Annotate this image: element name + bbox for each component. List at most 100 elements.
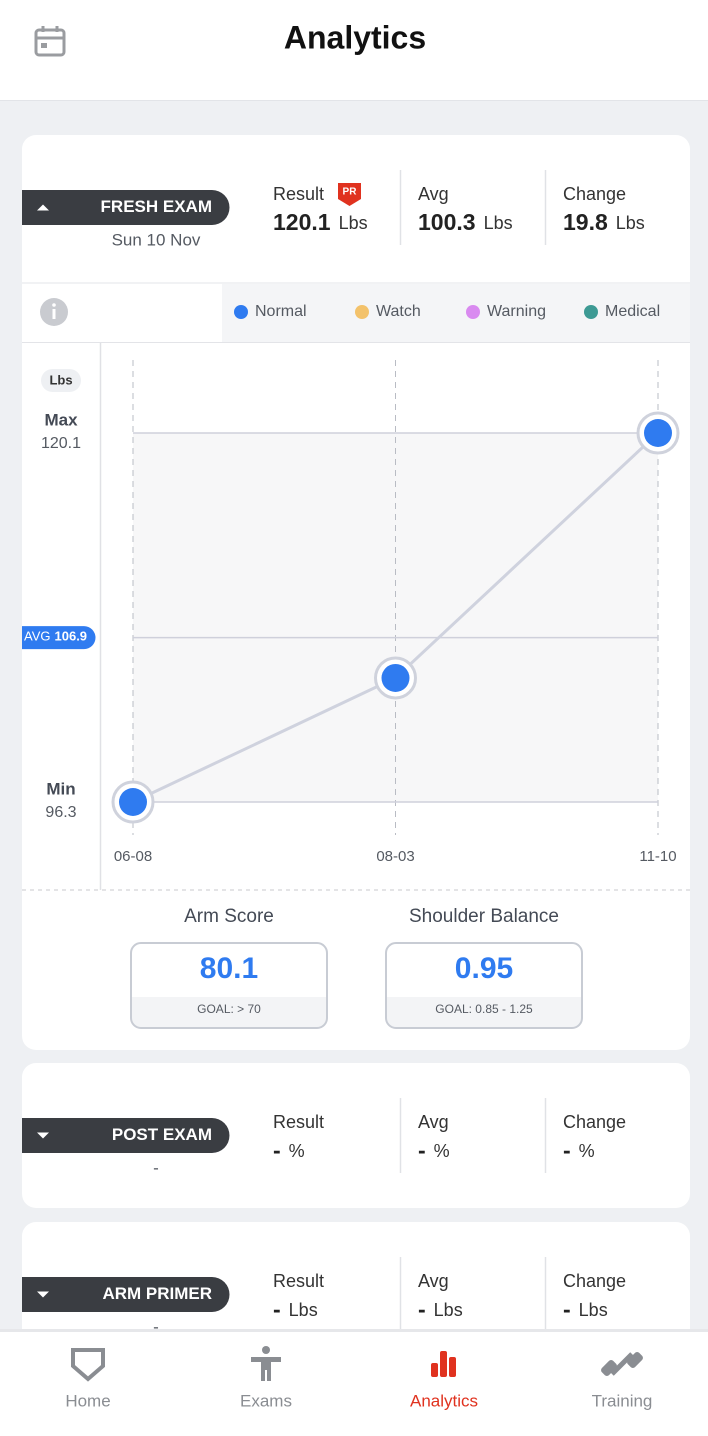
exams-icon-body: [251, 1357, 281, 1381]
metric-label: Arm Score: [184, 906, 274, 927]
avg-label: AVG 106.9: [24, 629, 87, 644]
info-icon-glyph: [52, 309, 56, 319]
training-icon-plate: [627, 1352, 643, 1368]
stat-unit: Lbs: [289, 1300, 318, 1320]
stat-value: 100.3 Lbs: [418, 209, 513, 235]
nav-label: Exams: [240, 1391, 292, 1410]
stat-label: Change: [563, 184, 626, 204]
exams-icon-head: [262, 1346, 270, 1354]
stat-number: -: [418, 1137, 426, 1163]
stat-unit: %: [289, 1141, 305, 1161]
metric-box-outline: [385, 942, 583, 1029]
point[interactable]: [381, 663, 410, 692]
stat-value: -%: [273, 1137, 305, 1163]
legend-background: [222, 284, 690, 342]
stat-label: Result: [273, 184, 324, 204]
exam-pill[interactable]: [22, 190, 230, 225]
expand-arrow[interactable]: [37, 204, 49, 211]
x-tick-label: 11-10: [639, 848, 676, 865]
analytics-icon-bar: [431, 1363, 438, 1377]
analytics-icon-bar: [449, 1357, 456, 1377]
nav-tab[interactable]: Analytics: [410, 1351, 478, 1410]
nav-label: Analytics: [410, 1391, 478, 1410]
nav-tab[interactable]: Exams: [240, 1346, 292, 1410]
avg-pill: [22, 626, 96, 650]
stat-number: 100.3: [418, 209, 476, 235]
stat-unit: Lbs: [616, 213, 645, 233]
max-value: 120.1: [41, 435, 81, 452]
home-icon: [71, 1348, 105, 1382]
stat-label: Avg: [418, 1271, 449, 1291]
exam-pill[interactable]: [22, 1118, 230, 1153]
stat-number: 120.1: [273, 209, 331, 235]
stat-label: Change: [563, 1271, 626, 1291]
stat-label: Result: [273, 1271, 324, 1291]
stat-label: Avg: [418, 1112, 449, 1132]
exam-date: -: [153, 1317, 159, 1336]
chart: Normal Watch Warning Medical Lbs 06-08 08-03 11…: [22, 282, 690, 1029]
metric-value: 80.1: [200, 952, 258, 985]
min-label: Min: [46, 779, 75, 798]
metric-goal-band: [131, 997, 327, 1028]
stat-unit: Lbs: [434, 1300, 463, 1320]
stat-value: - Lbs: [563, 1296, 608, 1322]
expand-arrow[interactable]: [37, 1132, 49, 1139]
metric-label: Shoulder Balance: [409, 906, 559, 927]
stat-unit: %: [434, 1141, 450, 1161]
legend-label: Warning: [487, 303, 546, 320]
metric-box-outline: [130, 942, 328, 1029]
stat-value: -%: [418, 1137, 450, 1163]
stat-value: -%: [563, 1137, 595, 1163]
stat-value: 19.8 Lbs: [563, 209, 645, 235]
stat-number: -: [563, 1296, 571, 1322]
point[interactable]: [644, 419, 672, 447]
card-background: [22, 1063, 690, 1208]
expand-arrow[interactable]: [37, 1291, 49, 1298]
nav-tab[interactable]: Home: [65, 1348, 111, 1410]
legend-label: Normal: [255, 303, 307, 320]
unit-pill: [41, 369, 81, 392]
stat-number: -: [273, 1137, 281, 1163]
stat-unit: Lbs: [339, 213, 368, 233]
pr-badge-text: PR: [343, 187, 358, 198]
training-icon-plate: [601, 1360, 617, 1376]
stat-value: - Lbs: [418, 1296, 463, 1322]
exam-name: FRESH EXAM: [101, 197, 212, 216]
exam-card: POST EXAM - Result - % Avg - % Change -%: [22, 1063, 690, 1208]
info-icon-glyph: [52, 303, 56, 307]
metric-goal: GOAL: 0.85 - 1.25: [435, 1002, 533, 1016]
avg-value: 106.9: [55, 629, 88, 644]
header-bar: [0, 0, 708, 100]
legend-dot: [584, 305, 598, 319]
stat-number: -: [563, 1137, 571, 1163]
stat-value: 120.1 Lbs: [273, 209, 368, 235]
legend-label: Medical: [605, 303, 660, 320]
exam-pill[interactable]: [22, 1277, 230, 1312]
stat-number: -: [418, 1296, 426, 1322]
point[interactable]: [119, 788, 147, 816]
calendar-icon[interactable]: [34, 26, 66, 57]
bottom-nav: Home Exams Analytics Training: [0, 1329, 708, 1436]
x-tick-label: 08-03: [376, 848, 414, 865]
nav-tab[interactable]: Training: [592, 1351, 653, 1411]
legend-label: Watch: [376, 303, 421, 320]
training-icon: [610, 1352, 634, 1376]
exam-name: ARM PRIMER: [102, 1284, 212, 1303]
page-title: Analytics: [284, 19, 426, 55]
avg-label-text: AVG: [24, 629, 51, 644]
nav-background: [0, 1332, 708, 1436]
stat-number: -: [273, 1296, 281, 1322]
stat-unit: Lbs: [484, 213, 513, 233]
max-label: Max: [44, 410, 78, 429]
metric-value: 0.95: [455, 952, 513, 985]
stat-label: Change: [563, 1112, 626, 1132]
exam-date: Sun 10 Nov: [112, 230, 201, 249]
legend-dot: [234, 305, 248, 319]
nav-shadow: [0, 1329, 708, 1333]
stat-label: Result: [273, 1112, 324, 1132]
legend-dot: [355, 305, 369, 319]
stat-number: 19.8: [563, 209, 608, 235]
stat-label: Avg: [418, 184, 449, 204]
